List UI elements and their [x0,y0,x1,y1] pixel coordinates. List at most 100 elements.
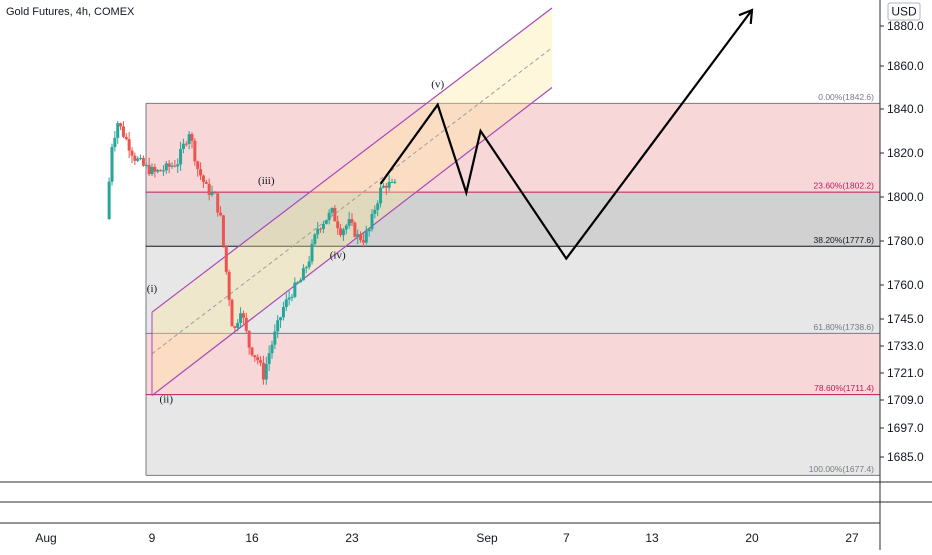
candle-body [381,185,385,188]
candle-body [141,157,145,166]
fibonacci-retracement: 0.00%(1842.6) 23.60%(1802.2) 38.20%(1777.6… [145,92,880,476]
wave-label: (ii) [160,393,174,405]
candle-body [347,219,351,226]
candle-body [156,170,160,172]
candle-body [110,147,114,182]
candle-body [319,228,323,230]
candle-body [119,123,123,127]
candle-body [244,317,248,331]
price-axis[interactable]: 1685.0 1697.0 1709.0 1721.0 1733.0 1745.0 1760… [880,19,924,464]
candle-body [293,282,297,297]
price-tick-label: 1733.0 [887,339,924,353]
candle-body [330,207,334,213]
candle-body [281,307,285,318]
fib-level-label: 100.00%(1677.4) [809,464,874,474]
candle-body [367,229,371,232]
candle-body [221,215,225,246]
candle-body [364,231,368,243]
fib-level-label: 38.20%(1777.6) [814,235,875,245]
candle-body [130,150,134,156]
time-tick-label: 13 [645,531,659,545]
time-axis[interactable]: Aug 9 16 23 Sep 7 13 20 27 [35,531,859,545]
price-tick-label: 1800.0 [887,190,924,204]
candle-body [116,123,120,138]
candle-body [181,143,185,149]
candle-body [373,209,377,214]
price-tick-label: 1820.0 [887,146,924,160]
fib-level-label: 0.00%(1842.6) [818,92,874,102]
candle-body [173,165,177,167]
price-tick-label: 1697.0 [887,421,924,435]
candle-body [253,355,257,358]
wave-label: (iii) [258,175,275,187]
channel-fill [152,8,552,396]
candle-body [376,203,380,210]
candle-body [150,166,154,175]
candle-body [230,299,234,327]
fib-zone [146,333,880,395]
candle-body [170,165,174,167]
currency-badge[interactable] [887,2,921,21]
candle-body [161,170,165,172]
candle-body [190,134,194,141]
candle-body [387,182,391,188]
candle-body [327,212,331,221]
candle-body [299,280,303,283]
price-tick-label: 1685.0 [887,450,924,464]
candle-body [259,360,263,363]
candle-body [316,228,320,235]
candle-body [144,164,148,166]
fib-zone [146,192,880,247]
candle-body [236,322,240,328]
candle-body [139,157,143,159]
candle-body [353,222,357,237]
candle-body [201,175,205,182]
fib-zone [146,246,880,334]
candle-body [273,331,277,345]
wave-projection [379,8,754,261]
projection-path [379,9,753,261]
candle-body [136,158,140,161]
fib-level-label: 78.60%(1711.4) [814,383,874,393]
candle-body [370,213,374,230]
candle-body [121,126,125,137]
candle-body [290,296,294,298]
channel-upper-line [151,7,553,313]
candle-body [333,207,337,222]
candle-body [204,181,208,184]
wave-label: (iv) [330,250,346,262]
candle-body [247,330,251,348]
candle-body [210,192,214,195]
candle-body [213,192,217,194]
price-tick-label: 1709.0 [887,393,924,407]
time-tick-label: 7 [563,531,570,545]
candle-body [184,143,188,145]
candle-body [193,140,197,162]
price-tick-label: 1840.0 [887,102,924,116]
candle-body [321,223,325,230]
candle-body [107,181,111,219]
candle-body [216,193,220,213]
time-tick-label: 9 [149,531,156,545]
candle-body [224,245,228,272]
candle-body [356,234,360,237]
candle-body [384,185,388,188]
candle-body [241,313,245,318]
time-tick-label: 23 [345,531,359,545]
candle-body [233,326,237,328]
candle-body [336,221,340,229]
candle-body [284,299,288,308]
candle-body [159,170,163,172]
candle-body [124,136,128,140]
candle-body [276,320,280,332]
candle-body [196,161,200,170]
time-tick-label: 27 [845,531,859,545]
candle-body [324,220,328,224]
candle-body [164,163,168,171]
candle-body [261,362,265,380]
candle-body [339,228,343,236]
fib-zone [146,394,880,476]
candle-body [359,234,363,241]
price-tick-label: 1760.0 [887,278,924,292]
